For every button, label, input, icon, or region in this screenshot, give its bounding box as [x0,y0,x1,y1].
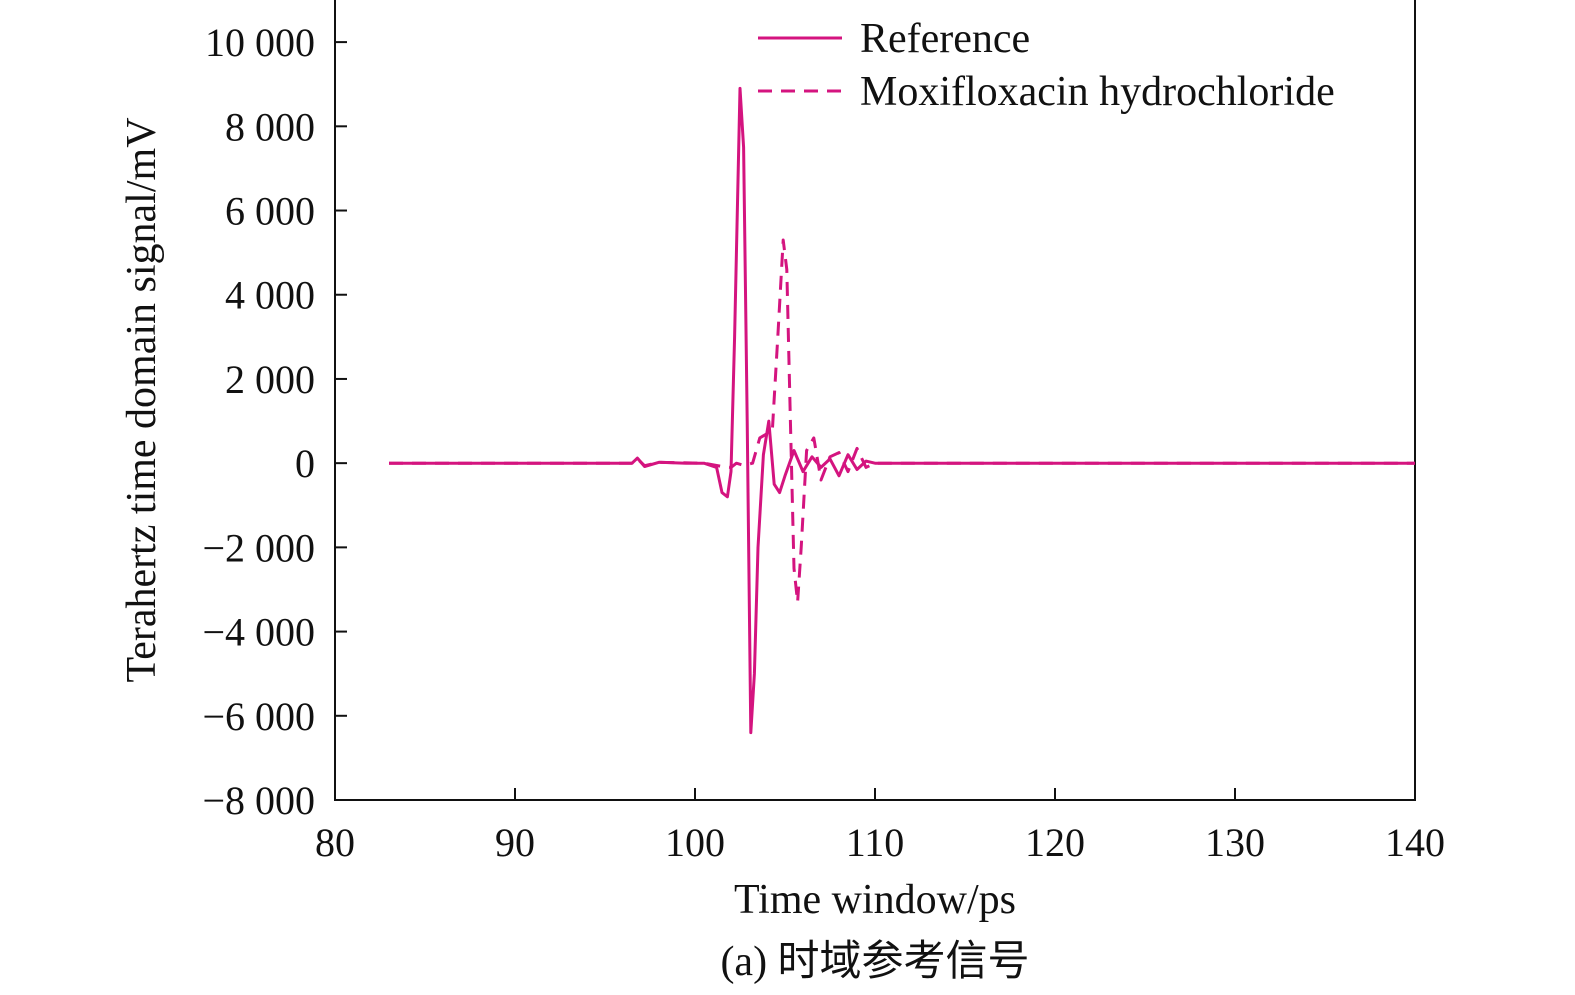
x-tick-label: 80 [315,820,355,865]
y-tick-label: −2 000 [202,525,315,570]
series-line-0 [389,86,1415,735]
x-axis-title: Time window/ps [734,877,1016,923]
y-axis-ticks: −8 000 −6 000 −4 000 −2 000 0 2 000 4 000 6 000… [202,20,347,823]
plot-area: 80 90 100 110 120 130 140 −8 000 −6 000 −4 000 −2… [202,0,1445,865]
y-tick-label: 2 000 [225,357,315,402]
y-tick-label: 4 000 [225,273,315,318]
x-tick-label: 130 [1205,820,1265,865]
x-tick-label: 110 [846,820,905,865]
y-tick-label: −6 000 [202,694,315,739]
x-tick-label: 120 [1025,820,1085,865]
y-tick-label: −8 000 [202,778,315,823]
y-tick-label: 8 000 [225,104,315,149]
x-tick-label: 90 [495,820,535,865]
y-tick-label: 0 [295,441,315,486]
legend-label-reference: Reference [860,16,1030,62]
series-layer [389,86,1415,735]
series-line-1 [389,238,1415,604]
legend: Reference Moxifloxacin hydrochloride [758,16,1335,115]
figure-caption: (a) 时域参考信号 [720,938,1029,985]
x-tick-label: 100 [665,820,725,865]
plot-frame [334,0,1416,801]
y-axis-title: Terahertz time domain signal/mV [119,117,165,682]
x-axis-ticks: 80 90 100 110 120 130 140 [315,788,1445,865]
y-tick-label: 10 000 [205,20,315,65]
y-tick-label: 6 000 [225,189,315,234]
x-tick-label: 140 [1385,820,1445,865]
legend-label-moxifloxacin: Moxifloxacin hydrochloride [860,69,1335,115]
y-tick-label: −4 000 [202,610,315,655]
